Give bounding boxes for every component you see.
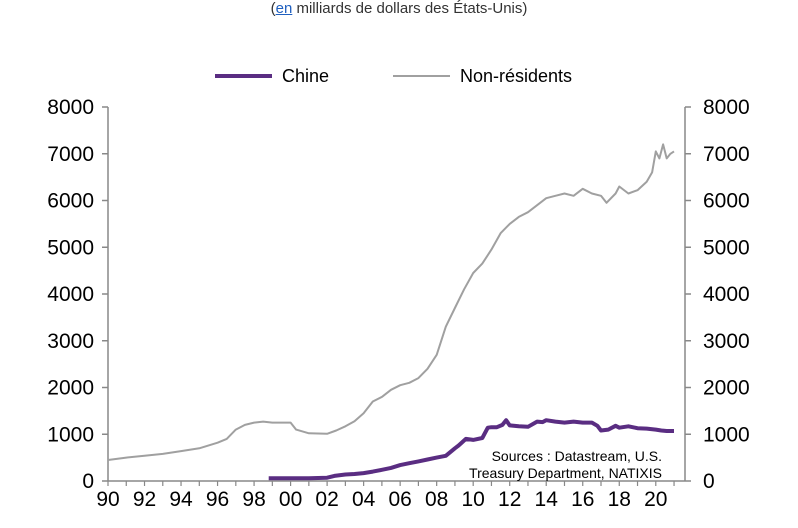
chart-legend: Chine Non-résidents (215, 66, 572, 86)
y-tick-label-right: 4000 (703, 283, 750, 306)
legend-label-chine: Chine (282, 66, 329, 86)
x-tick-label: 94 (169, 488, 193, 511)
x-tick-label: 18 (608, 488, 631, 511)
x-tick-label: 06 (388, 488, 411, 511)
y-tick-label-left: 1000 (47, 423, 94, 446)
y-tick-label-left: 2000 (47, 377, 94, 400)
x-tick-label: 90 (96, 488, 119, 511)
x-tick-label: 96 (206, 488, 229, 511)
subtitle-text: milliards de dollars des États-Unis) (292, 0, 528, 17)
x-tick-label: 02 (315, 488, 338, 511)
series-line-non-residents (107, 143, 675, 461)
y-tick-label-left: 6000 (47, 190, 94, 213)
y-tick-label-right: 3000 (703, 330, 750, 353)
y-tick-label-left: 4000 (47, 283, 94, 306)
x-tick-label: 98 (242, 488, 265, 511)
legend-label-non-residents: Non-résidents (460, 66, 572, 86)
y-tick-label-right: 2000 (703, 377, 750, 400)
x-tick-label: 20 (644, 488, 667, 511)
y-tick-label-right: 1000 (703, 423, 750, 446)
x-tick-label: 92 (133, 488, 156, 511)
y-tick-label-right: 6000 (703, 190, 750, 213)
chart-annotation: Sources : Datastream, U.S.Treasury Depar… (469, 448, 662, 481)
series-line-chine (268, 418, 674, 481)
chart-series (107, 143, 675, 481)
x-tick-label: 00 (279, 488, 302, 511)
x-tick-label: 04 (352, 488, 376, 511)
y-tick-label-left: 8000 (47, 96, 94, 119)
y-tick-label-right: 0 (703, 470, 715, 493)
x-tick-label: 14 (535, 488, 559, 511)
source-note-line-1: Sources : Datastream, U.S. (492, 448, 662, 464)
y-tick-label-left: 5000 (47, 236, 94, 259)
y-tick-label-left: 0 (82, 470, 94, 493)
y-tick-label-left: 3000 (47, 330, 94, 353)
y-tick-label-left: 7000 (47, 143, 94, 166)
subtitle-open-paren: ( (270, 0, 276, 17)
x-tick-label: 08 (425, 488, 448, 511)
y-tick-label-right: 8000 (703, 96, 750, 119)
subtitle-link-en[interactable]: en (275, 0, 293, 17)
x-tick-label: 16 (571, 488, 594, 511)
x-tick-label: 10 (462, 488, 485, 511)
y-tick-label-right: 5000 (703, 236, 750, 259)
x-tick-label: 12 (498, 488, 521, 511)
source-note-line-2: Treasury Department, NATIXIS (469, 465, 662, 481)
chart-subtitle: (en milliards de dollars des États-Unis) (0, 0, 798, 17)
y-tick-label-right: 7000 (703, 143, 750, 166)
